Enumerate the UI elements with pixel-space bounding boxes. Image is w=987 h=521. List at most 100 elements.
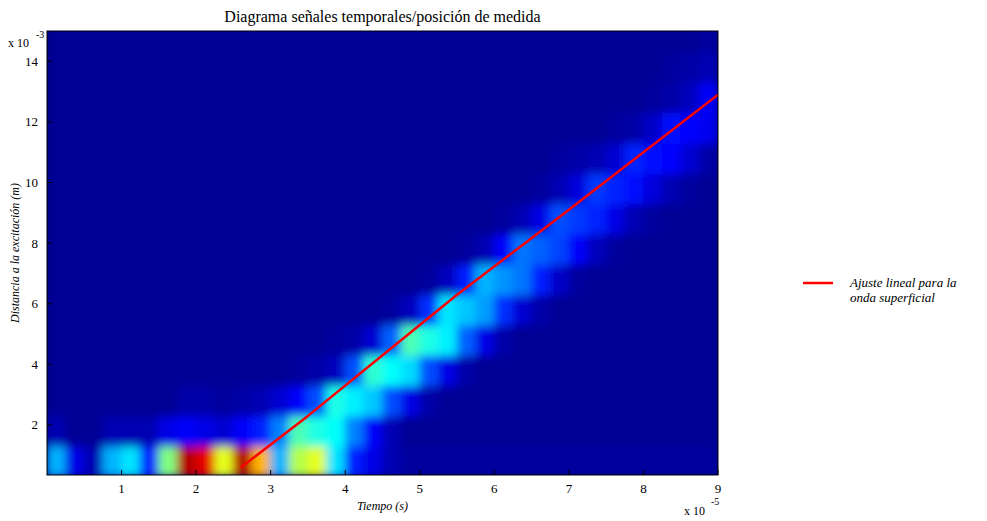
heatmap-cell [363,52,383,83]
heatmap-cell [401,385,421,416]
heatmap-cell [177,82,197,113]
heatmap-cell [512,324,532,355]
heatmap-cell [457,355,477,386]
heatmap-cell [438,82,458,113]
heatmap-cell [233,234,253,265]
heatmap-cell [680,355,700,386]
heatmap-cell [662,324,682,355]
heatmap-cell [214,446,234,475]
heatmap-cell [475,112,495,143]
heatmap-cell [65,294,85,325]
heatmap-cell [158,446,178,475]
heatmap-cell [475,143,495,174]
heatmap-cell [289,203,309,234]
heatmap-cell [233,143,253,174]
heatmap-cell [196,446,216,475]
heatmap-cell [662,234,682,265]
heatmap-cell [419,52,439,83]
heatmap-cell [102,415,122,446]
heatmap-cell [289,82,309,113]
heatmap-cell [102,112,122,143]
x-tick-label: 5 [417,481,424,496]
heatmap-cell [401,143,421,174]
heatmap-cell [550,234,570,265]
heatmap-cell [624,234,644,265]
heatmap-cell [494,264,514,295]
heatmap-cell [531,52,551,83]
y-tick [47,364,52,365]
heatmap-cell [363,385,383,416]
heatmap-cell [252,143,272,174]
heatmap-cell [363,355,383,386]
heatmap-cell [252,355,272,386]
heatmap-cell [270,264,290,295]
heatmap-cell [531,112,551,143]
plot-background [47,31,718,475]
heatmap-cell [47,173,66,204]
heatmap-cell [568,355,588,386]
heatmap-cell [345,415,365,446]
heatmap-cell [289,446,309,475]
heatmap-cell [140,264,160,295]
heatmap-cell [177,112,197,143]
heatmap-cell [121,173,141,204]
heatmap-cell [475,294,495,325]
heatmap-cell [568,446,588,475]
heatmap-cell [401,112,421,143]
heatmap-cell [158,173,178,204]
heatmap-cell [102,31,122,53]
plot-frame [47,31,718,475]
x-tick [718,470,719,475]
heatmap-cell [158,355,178,386]
heatmap-cell [326,31,346,53]
heatmap-cell [624,173,644,204]
heatmap-cell [158,264,178,295]
heatmap-cell [643,355,663,386]
heatmap-cell [550,415,570,446]
heatmap-cell [438,385,458,416]
heatmap-cell [587,143,607,174]
heatmap-cell [289,112,309,143]
heatmap-cell [121,324,141,355]
heatmap-cell [252,31,272,53]
heatmap-cell [475,324,495,355]
heatmap-cell [587,264,607,295]
heatmap-cell [270,385,290,416]
heatmap-cell [102,82,122,113]
heatmap-cell [606,294,626,325]
heatmap-cell [196,143,216,174]
x-tick-label: 4 [342,481,349,496]
heatmap-cell [587,324,607,355]
x-tick [494,470,495,475]
y-tick [47,121,52,122]
heatmap-cell [568,31,588,53]
heatmap-cell [457,31,477,53]
heatmap-cell [457,324,477,355]
heatmap-cell [363,324,383,355]
heatmap-cell [419,203,439,234]
heatmap-cell [214,324,234,355]
heatmap-cell [606,52,626,83]
heatmap-cell [512,143,532,174]
heatmap-cell [289,31,309,53]
heatmap-cell [475,52,495,83]
heatmap-cell [326,203,346,234]
heatmap-cell [568,324,588,355]
heatmap-cell [401,173,421,204]
heatmap-cell [624,112,644,143]
heatmap-cell [65,52,85,83]
heatmap-cell [289,264,309,295]
heatmap-cell [587,355,607,386]
heatmap-cell [47,112,66,143]
x-tick-label: 6 [491,481,498,496]
heatmap-cell [643,264,663,295]
y-tick-label: 10 [25,175,38,190]
heatmap-cell [438,143,458,174]
heatmap-cell [177,446,197,475]
heatmap-cell [121,385,141,416]
heatmap-cell [363,203,383,234]
heatmap-cell [270,234,290,265]
heatmap-cell [84,294,104,325]
heatmap-cell [382,385,402,416]
heatmap-cell [568,52,588,83]
